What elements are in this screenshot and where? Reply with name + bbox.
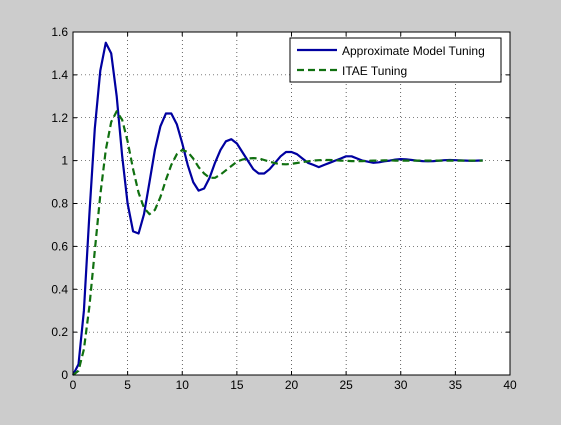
x-tick-label: 5	[124, 378, 131, 392]
legend-box	[289, 37, 502, 83]
legend: Approximate Model Tuning ITAE Tuning	[289, 37, 502, 83]
y-tick-label: 1.4	[51, 68, 68, 82]
legend-label-approximate-model-tuning: Approximate Model Tuning	[342, 44, 485, 58]
y-tick-label: 0.8	[51, 197, 68, 211]
x-tick-label: 20	[285, 378, 299, 392]
plot-area	[73, 32, 510, 375]
y-tick-label: 1.2	[51, 111, 68, 125]
y-tick-label: 1	[61, 154, 68, 168]
x-tick-label: 10	[176, 378, 190, 392]
y-tick-label: 1.6	[51, 25, 68, 39]
series-lines	[72, 41, 483, 376]
x-tick-label: 35	[449, 378, 463, 392]
legend-label-itae-tuning: ITAE Tuning	[342, 64, 407, 78]
series-line-itae-tuning	[72, 110, 483, 376]
y-tick-label: 0.2	[51, 325, 68, 339]
y-tick-label: 0.4	[51, 282, 68, 296]
x-tick-label: 40	[503, 378, 517, 392]
y-tick-label: 0.6	[51, 239, 68, 253]
x-tick-label: 30	[394, 378, 408, 392]
x-tick-label: 15	[230, 378, 244, 392]
y-tick-label: 0	[61, 368, 68, 382]
axis-ticks: 0 5 10 15 20 25 30 35 40 0 0.2 0.4 0.6 0.8 1 1.2 1.4 1.6	[51, 25, 517, 392]
x-tick-label: 25	[339, 378, 353, 392]
x-tick-label: 0	[70, 378, 77, 392]
